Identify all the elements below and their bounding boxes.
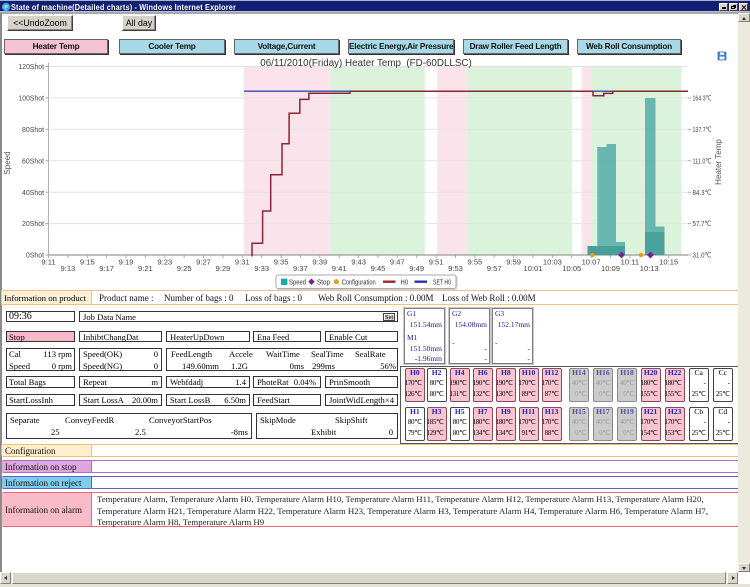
svg-text:9:29: 9:29 [216,264,231,273]
svg-text:9:23: 9:23 [157,258,172,267]
svg-text:9:17: 9:17 [99,264,114,273]
svg-text:9:49: 9:49 [409,264,424,273]
svg-text:0Shot: 0Shot [26,251,45,260]
svg-text:Heater Temp: Heater Temp [714,139,723,185]
svg-text:120Shot: 120Shot [19,62,45,71]
svg-text:9:43: 9:43 [351,258,366,267]
svg-text:40Shot: 40Shot [22,188,45,197]
svg-text:80Shot: 80Shot [22,125,45,134]
svg-text:9:19: 9:19 [119,258,134,267]
svg-text:57.7℃: 57.7℃ [693,219,712,228]
svg-text:9:47: 9:47 [390,258,405,267]
svg-text:10:15: 10:15 [659,258,678,267]
svg-text:164.3℃: 164.3℃ [693,94,712,103]
svg-text:10:03: 10:03 [543,258,562,267]
svg-text:e: e [4,2,8,11]
svg-text:9:37: 9:37 [293,264,308,273]
svg-text:9:57: 9:57 [487,264,502,273]
svg-text:84.3℃: 84.3℃ [693,188,712,197]
svg-text:06/11/2010(Friday) Heater Temp: 06/11/2010(Friday) Heater Temp (FD-60DLL… [260,58,471,69]
svg-text:60Shot: 60Shot [22,156,45,165]
svg-text:20Shot: 20Shot [22,219,45,228]
svg-text:10:09: 10:09 [601,264,620,273]
svg-text:10:13: 10:13 [640,264,659,273]
svg-text:Stop: Stop [317,279,330,286]
svg-text:9:45: 9:45 [371,264,386,273]
svg-text:9:35: 9:35 [274,258,289,267]
svg-text:9:27: 9:27 [196,258,211,267]
svg-text:9:31: 9:31 [235,258,250,267]
svg-text:9:21: 9:21 [138,264,153,273]
svg-text:9:33: 9:33 [254,264,269,273]
svg-text:Speed: Speed [3,151,12,174]
svg-text:10:07: 10:07 [582,258,601,267]
svg-text:100Shot: 100Shot [19,94,45,103]
svg-text:137.7℃: 137.7℃ [693,125,712,134]
svg-text:9:39: 9:39 [312,258,327,267]
svg-text:10:05: 10:05 [562,264,581,273]
svg-text:9:15: 9:15 [80,258,95,267]
svg-text:Speed: Speed [289,279,306,286]
svg-text:SET H0: SET H0 [433,279,451,286]
svg-text:10:11: 10:11 [621,258,639,267]
svg-text:H0: H0 [401,279,409,286]
svg-text:Configuration: Configuration [342,279,376,286]
svg-text:9:13: 9:13 [61,264,76,273]
svg-text:111.0℃: 111.0℃ [693,156,712,165]
svg-text:9:51: 9:51 [429,258,444,267]
svg-text:31.0℃: 31.0℃ [693,251,712,260]
svg-text:9:55: 9:55 [468,258,483,267]
svg-text:9:25: 9:25 [177,264,192,273]
svg-text:10:01: 10:01 [523,264,542,273]
svg-text:9:53: 9:53 [448,264,463,273]
svg-text:9:11: 9:11 [41,258,55,267]
svg-text:9:41: 9:41 [332,264,347,273]
svg-text:9:59: 9:59 [506,258,521,267]
